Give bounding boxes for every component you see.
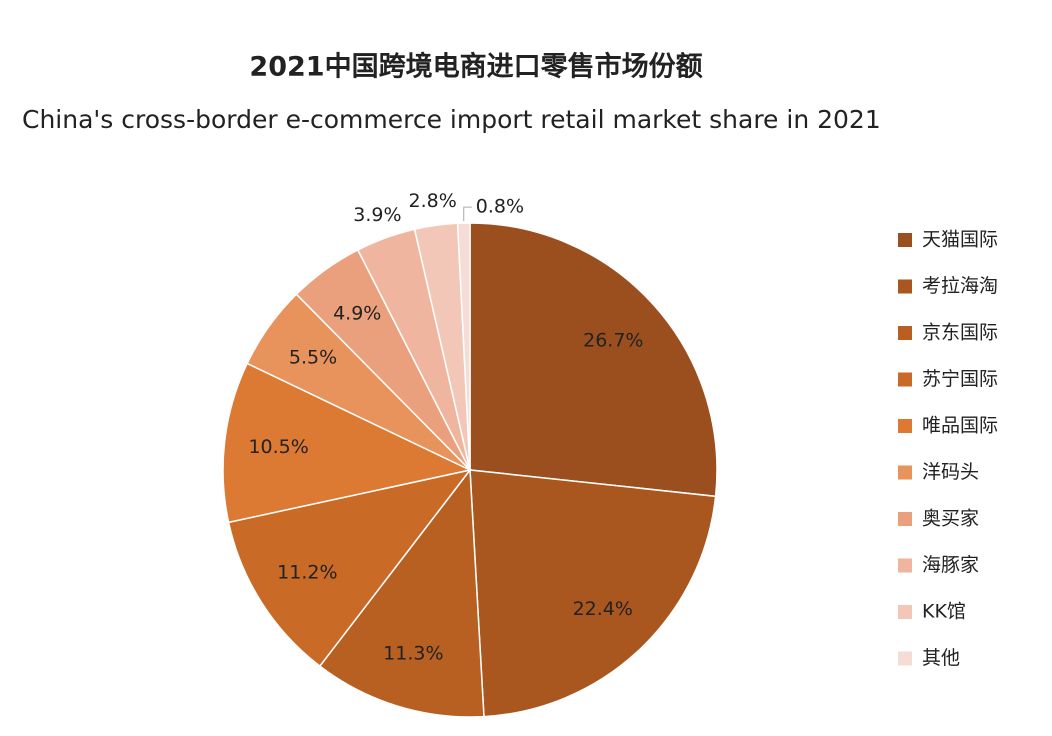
data-label: 11.3%	[383, 643, 443, 665]
pie-slice	[469, 469, 717, 718]
legend-label: 苏宁国际	[922, 368, 998, 390]
chart-subtitle: China's cross-border e-commerce import r…	[22, 105, 881, 134]
legend-swatch	[898, 372, 912, 387]
data-label: 3.9%	[353, 204, 401, 226]
legend-label: 海豚家	[922, 554, 979, 576]
data-label: 0.8%	[476, 196, 524, 218]
data-label: 10.5%	[248, 436, 308, 458]
chart-title: 2021中国跨境电商进口零售市场份额	[249, 51, 702, 83]
pie-slice	[469, 222, 718, 498]
legend-label: 唯品国际	[922, 415, 998, 437]
legend-label: 其他	[922, 647, 960, 669]
data-label: 26.7%	[583, 330, 643, 352]
pie-slice	[456, 222, 471, 471]
legend-swatch	[898, 651, 912, 666]
data-label: 22.4%	[573, 598, 633, 620]
legend-label: 考拉海淘	[922, 275, 998, 297]
legend-swatch	[898, 605, 912, 619]
legend-label: 京东国际	[922, 322, 998, 344]
data-label: 5.5%	[289, 347, 337, 369]
data-label: 2.8%	[409, 190, 457, 212]
legend-label: 洋码头	[922, 461, 979, 483]
data-label: 4.9%	[333, 302, 381, 324]
legend-label: KK馆	[922, 601, 966, 623]
leader-line	[463, 206, 472, 222]
legend-swatch	[898, 279, 912, 294]
data-label: 11.2%	[277, 562, 337, 584]
legend-label: 奥买家	[922, 508, 979, 530]
legend-swatch	[898, 419, 912, 433]
pie-slice	[227, 468, 472, 668]
legend-swatch	[898, 233, 912, 247]
legend-label: 天猫国际	[922, 229, 998, 251]
legend-swatch	[898, 326, 912, 340]
legend-swatch	[898, 512, 912, 526]
pie-slice	[222, 362, 473, 524]
legend-swatch	[898, 558, 912, 573]
legend-swatch	[898, 465, 912, 480]
pie-slice	[318, 467, 485, 718]
